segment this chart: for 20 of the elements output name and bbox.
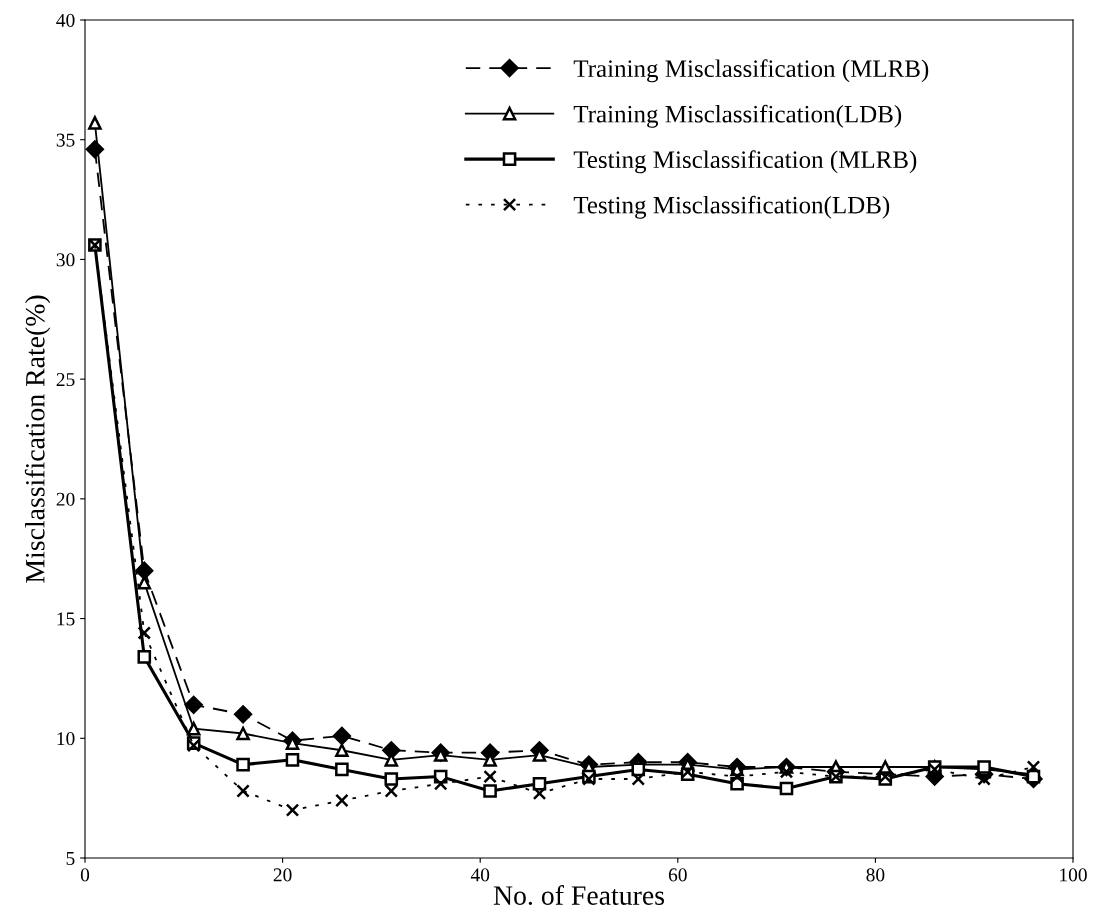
x-tick-label: 80 — [866, 868, 885, 882]
legend-label: Testing Misclassification (MLRB) — [573, 150, 917, 174]
y-tick-label: 25 — [56, 373, 75, 387]
x-tick-label: 40 — [470, 868, 490, 882]
y-tick-label: 35 — [56, 133, 75, 147]
x-tick-label: 20 — [273, 868, 292, 882]
x-tick-label: 100 — [1060, 868, 1087, 882]
y-tick-label: 40 — [56, 13, 75, 27]
y-tick-label: 20 — [56, 492, 75, 506]
y-axis-title: Misclassification Rate(%) — [24, 295, 51, 583]
x-tick-label: 60 — [668, 868, 687, 882]
legend-label: Testing Misclassification(LDB) — [573, 195, 890, 219]
y-tick-label: 5 — [66, 852, 75, 865]
legend-label: Training Misclassification (MLRB) — [573, 59, 929, 83]
x-tick-label: 0 — [80, 868, 90, 882]
y-tick-label: 30 — [56, 253, 75, 267]
y-tick-label: 15 — [57, 612, 75, 626]
legend-label: Training Misclassification(LDB) — [573, 104, 902, 128]
y-tick-label: 10 — [57, 732, 75, 746]
x-axis-title: No. of Features — [493, 885, 665, 906]
